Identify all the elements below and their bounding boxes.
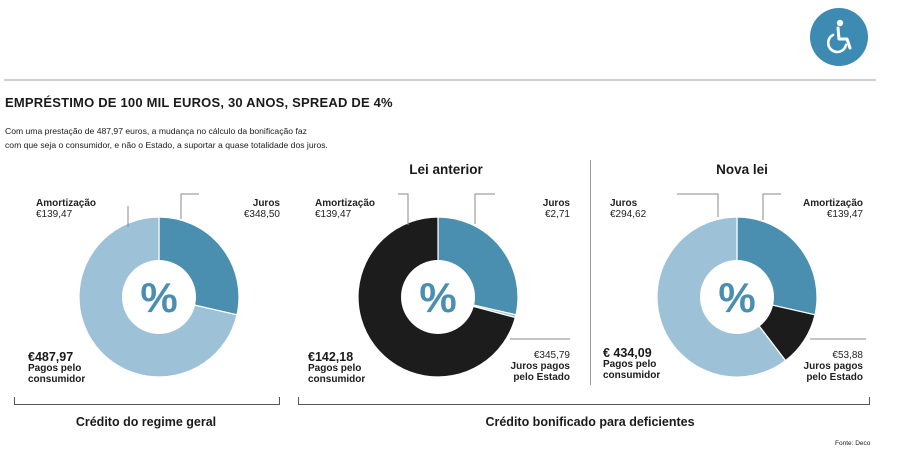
nova-consumidor-label: € 434,09 Pagos pelo consumidor [603,346,660,381]
anterior-juros-name: Juros [542,198,570,209]
page-title: EMPRÉSTIMO DE 100 MIL EUROS, 30 ANOS, SP… [5,95,393,110]
source-note: Fonte: Deco [835,440,871,447]
nova-juros-label: Juros €294,62 [610,198,646,220]
anterior-juros-value: €2,71 [544,209,570,220]
anterior-consumidor-line2: consumidor [308,373,366,385]
nova-amortizacao-name: Amortização [802,198,863,209]
geral-amortizacao-label: Amortização €139,47 [36,198,96,220]
description-line-1: Com uma prestação de 487,97 euros, a mud… [5,126,307,136]
anterior-estado-label: €345,79 Juros pagos pelo Estado [490,350,570,383]
geral-consumidor-value: €487,97 [28,350,74,364]
nova-estado-label: €53,88 Juros pagos pelo Estado [783,350,863,383]
nova-consumidor-value: € 434,09 [603,346,652,360]
geral-juros-label: Juros €348,50 [200,198,280,220]
anterior-amortizacao-label: Amortização €139,47 [315,198,375,220]
anterior-consumidor-label: €142,18 Pagos pelo consumidor [308,350,365,385]
nova-juros-value: €294,62 [610,209,647,220]
nova-estado-value: €53,88 [832,350,863,361]
geral-donut-hole [122,260,196,334]
geral-amortizacao-name: Amortização [36,198,97,209]
nova-percent-symbol: % [718,274,755,321]
anterior-juros-leader [474,193,495,224]
anterior-amortizacao-name: Amortização [315,198,376,209]
nova-donut-hole [700,260,774,334]
geral-percent-symbol: % [140,274,177,321]
nova-juros-name: Juros [610,198,638,209]
anterior-estado-value: €345,79 [533,350,570,361]
description-line-2: com que seja o consumidor, e não o Estad… [5,140,328,150]
panel-separator [590,160,591,385]
nova-estado-line2: pelo Estado [806,372,863,383]
nova-amortizacao-label: Amortização €139,47 [782,198,863,220]
anterior-estado-line2: pelo Estado [513,372,570,383]
anterior-amortizacao-value: €139,47 [315,209,352,220]
geral-juros-value: €348,50 [243,209,280,220]
label-bonificado: Crédito bonificado para deficientes [485,415,695,429]
geral-juros-leader [180,193,199,219]
panel-header-nova-lei: Nova lei [716,162,768,177]
geral-consumidor-line1: Pagos pelo [28,363,82,374]
anterior-consumidor-line1: Pagos pelo [308,363,362,374]
geral-consumidor-label: €487,97 Pagos pelo consumidor [28,350,85,385]
geral-consumidor-line2: consumidor [28,373,86,385]
nova-juros-leader [677,193,719,217]
anterior-donut-hole [401,260,475,334]
accessibility-badge [810,8,868,66]
wheelchair-icon [826,19,852,54]
bracket-bonificado [298,397,870,405]
geral-amortizacao-value: €139,47 [36,209,73,220]
anterior-juros-label: Juros €2,71 [500,198,570,220]
panel-header-lei-anterior: Lei anterior [409,162,483,177]
nova-amortizacao-leader [762,193,781,220]
geral-juros-name: Juros [252,198,280,209]
nova-amortizacao-value: €139,47 [826,209,863,220]
anterior-amortizacao-leader [398,193,409,225]
anterior-percent-symbol: % [419,274,456,321]
label-regime-geral: Crédito do regime geral [75,415,217,429]
bracket-regime-geral [14,397,280,405]
nova-consumidor-line1: Pagos pelo [603,359,657,370]
top-divider [4,79,876,81]
nova-consumidor-line2: consumidor [603,369,661,381]
anterior-consumidor-value: €142,18 [308,350,354,364]
nova-estado-line1: Juros pagos [803,361,863,372]
anterior-estado-line1: Juros pagos [510,361,570,372]
